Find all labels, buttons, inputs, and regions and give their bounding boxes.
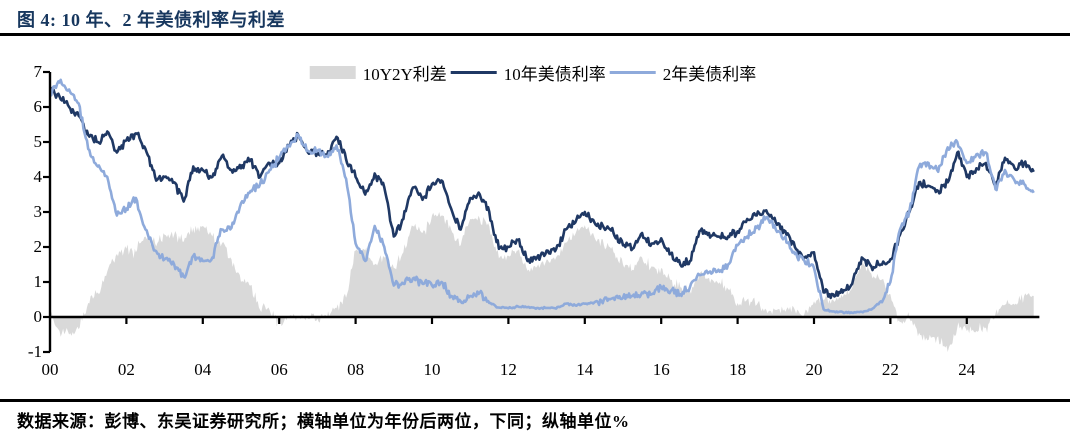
legend-swatch-2y-line [609, 71, 656, 74]
y-axis-tick-label: 3 [33, 202, 43, 221]
chart-legend: 10Y2Y利差 10年美债利率 2年美债利率 [309, 60, 761, 85]
chart-area: 10Y2Y利差 10年美债利率 2年美债利率 7 6 5 4 3 2 1 0 -1 00 02 04… [0, 36, 1070, 396]
source-note: 数据来源：彭博、东吴证券研究所；横轴单位为年份后两位，下同；纵轴单位% [17, 412, 630, 431]
y-axis-tick-label: 1 [33, 272, 43, 291]
y-axis-tick-label: 4 [33, 167, 43, 186]
x-axis-tick-label: 08 [347, 360, 365, 379]
x-axis-tick-label: 20 [805, 360, 823, 379]
yield-2y-line-series [48, 78, 1035, 315]
x-axis-tick-label: 02 [117, 360, 135, 379]
x-axis-tick-label: 24 [958, 360, 976, 379]
x-axis-tick-label: 10 [423, 360, 441, 379]
legend-swatch-10y-line [450, 71, 497, 74]
x-axis-tick-label: 04 [194, 360, 212, 379]
y-axis-tick-label: 6 [33, 97, 43, 116]
chart-plot [43, 70, 1040, 354]
y-axis-tick-label: 5 [33, 132, 43, 151]
x-axis-tick-label: 00 [41, 360, 59, 379]
x-axis-tick-label: 22 [881, 360, 899, 379]
x-axis-tick-label: 16 [652, 360, 670, 379]
x-axis-tick-label: 14 [576, 360, 594, 379]
bottom-divider [0, 399, 1070, 402]
top-divider [0, 33, 1070, 36]
y-axis-tick-label: -1 [27, 342, 42, 361]
x-axis-tick-label: 18 [729, 360, 747, 379]
y-axis-tick-label: 0 [33, 307, 43, 326]
x-axis-tick-label: 12 [499, 360, 517, 379]
yield-10y-line-series [49, 86, 1035, 300]
legend-label-10y: 10年美债利率 [503, 65, 606, 84]
y-axis-tick-label: 7 [33, 62, 43, 81]
legend-label-spread: 10Y2Y利差 [362, 65, 447, 84]
x-axis-tick-label: 06 [270, 360, 288, 379]
legend-swatch-spread-area [309, 66, 356, 79]
y-axis-tick-label: 2 [33, 237, 43, 256]
spread-area-series [50, 212, 1034, 352]
legend-label-2y: 2年美债利率 [662, 65, 757, 84]
figure-title: 图 4: 10 年、2 年美债利率与利差 [17, 10, 285, 30]
